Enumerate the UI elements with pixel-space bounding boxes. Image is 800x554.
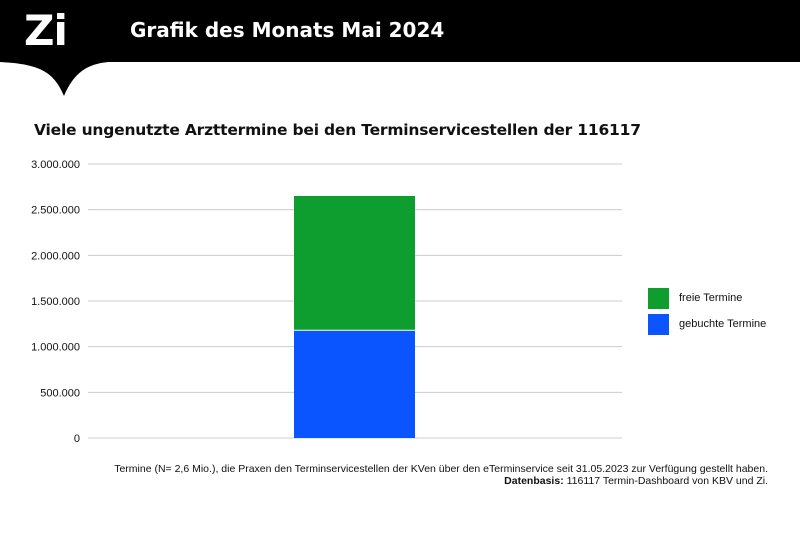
y-tick-label: 2.000.000 [31,250,80,262]
y-tick-label: 3.000.000 [31,159,80,171]
y-tick-label: 0 [74,433,80,445]
header-bar [0,0,800,62]
legend-swatch-freie-termine [648,288,669,309]
page-title: Grafik des Monats Mai 2024 [130,18,445,42]
source-text: 116117 Termin-Dashboard von KBV und Zi. [563,475,768,487]
y-tick-label: 500.000 [40,387,80,399]
legend-label: gebuchte Termine [679,318,767,330]
legend-label: freie Termine [679,292,743,304]
footnote: Termine (N= 2,6 Mio.), die Praxen den Te… [114,463,768,487]
bar-segment-freie-termine [294,195,415,331]
source-label: Datenbasis: [504,475,564,487]
chart-title: Viele ungenutzte Arzttermine bei den Ter… [34,121,641,139]
footnote-text: Termine (N= 2,6 Mio.), die Praxen den Te… [114,463,768,475]
y-tick-label: 1.000.000 [31,342,80,354]
bar-segment-gebuchte-termine [294,330,415,438]
logo: Zi [24,6,68,55]
y-tick-label: 1.500.000 [31,296,80,308]
source-line: Datenbasis: 116117 Termin-Dashboard von … [114,475,768,487]
logo-shape [0,0,108,96]
y-tick-label: 2.500.000 [31,205,80,217]
legend-swatch-gebuchte-termine [648,314,669,335]
